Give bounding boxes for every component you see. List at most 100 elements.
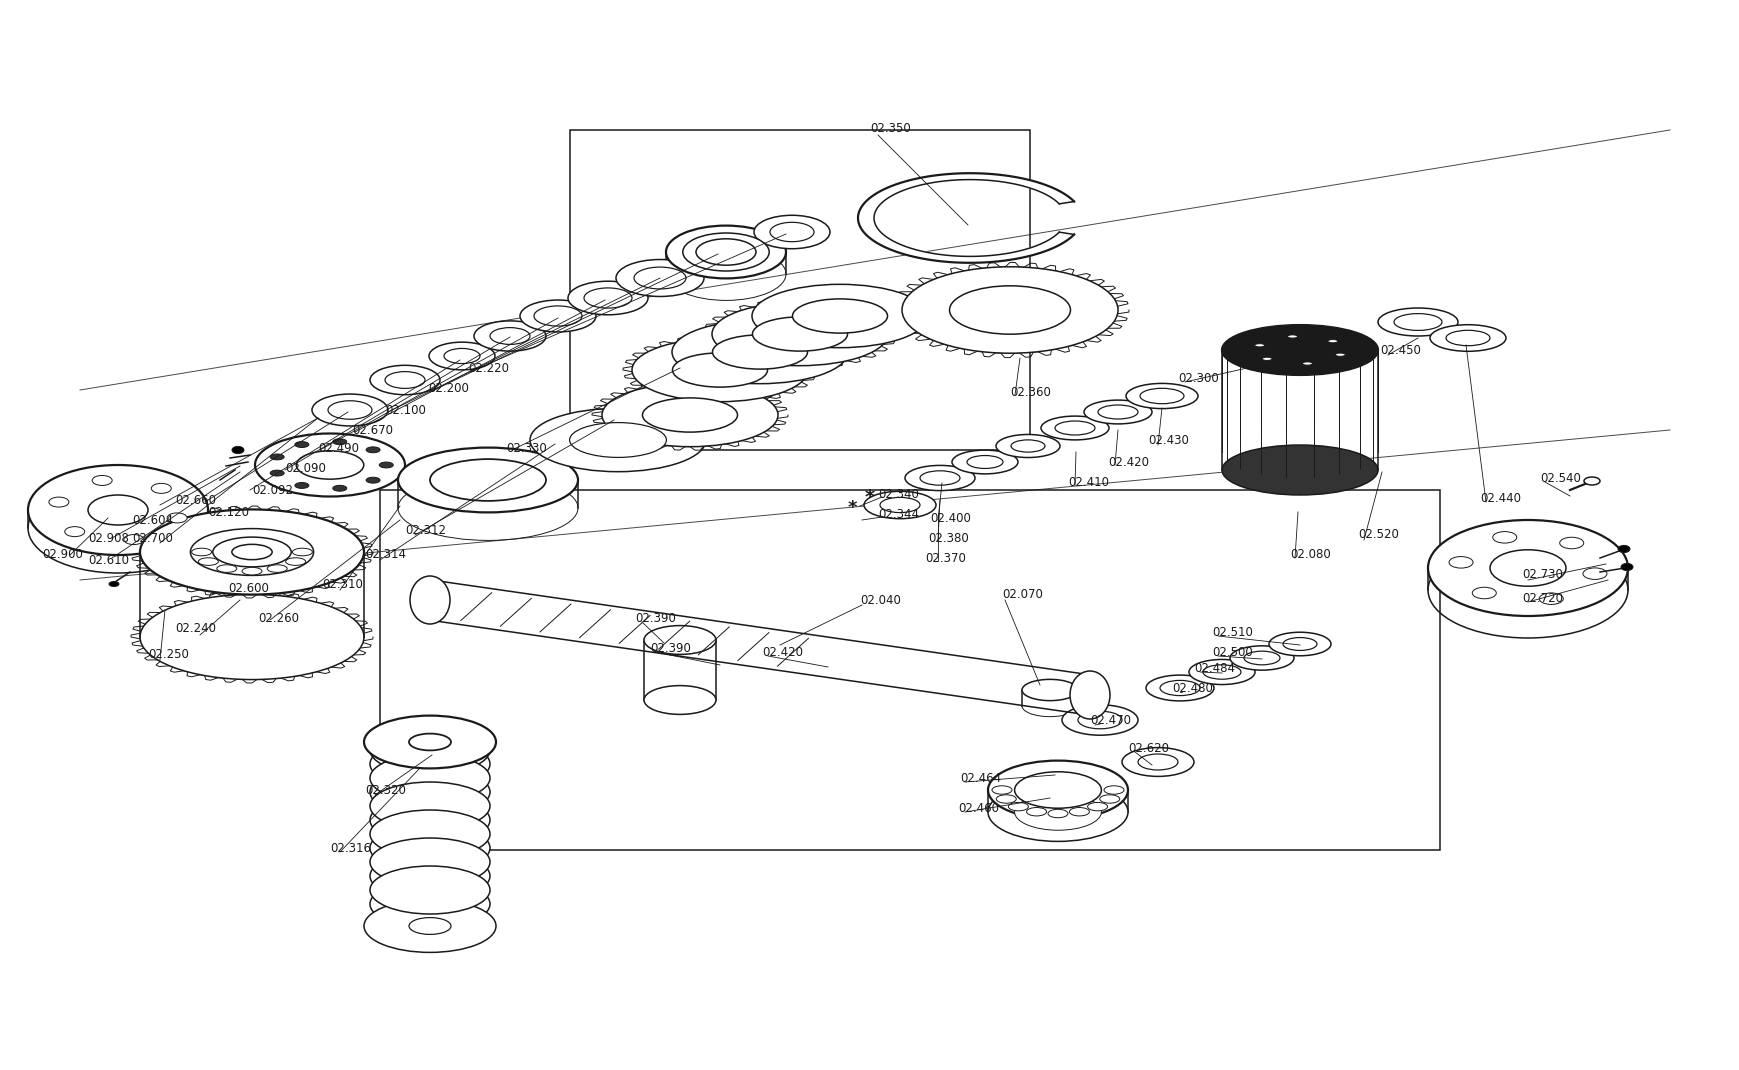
Ellipse shape <box>231 545 271 560</box>
Ellipse shape <box>616 260 704 296</box>
Ellipse shape <box>1582 568 1607 580</box>
Ellipse shape <box>1069 808 1089 816</box>
Ellipse shape <box>901 266 1118 353</box>
Ellipse shape <box>217 565 237 572</box>
Ellipse shape <box>1137 754 1177 770</box>
Text: 02.430: 02.430 <box>1148 433 1188 446</box>
Ellipse shape <box>379 462 393 468</box>
Ellipse shape <box>409 734 450 750</box>
Ellipse shape <box>696 239 755 265</box>
Ellipse shape <box>1188 659 1254 685</box>
Text: 02.420: 02.420 <box>762 645 802 658</box>
Ellipse shape <box>1009 802 1028 811</box>
Ellipse shape <box>370 838 490 886</box>
Ellipse shape <box>791 299 887 333</box>
Ellipse shape <box>28 465 209 555</box>
Text: 02.380: 02.380 <box>927 532 969 545</box>
Ellipse shape <box>880 498 920 513</box>
Text: 02.260: 02.260 <box>257 611 299 625</box>
Ellipse shape <box>1078 712 1122 729</box>
Ellipse shape <box>1334 353 1344 356</box>
Ellipse shape <box>602 383 777 446</box>
Text: 02.540: 02.540 <box>1539 472 1581 485</box>
Ellipse shape <box>370 796 490 844</box>
Polygon shape <box>379 490 1440 850</box>
Ellipse shape <box>996 795 1016 804</box>
Ellipse shape <box>490 327 530 345</box>
Text: 02.312: 02.312 <box>405 523 445 536</box>
Text: 02.310: 02.310 <box>322 579 363 592</box>
Text: 02.240: 02.240 <box>176 622 216 635</box>
Polygon shape <box>426 580 1092 715</box>
Ellipse shape <box>569 423 666 457</box>
Ellipse shape <box>711 303 887 366</box>
Ellipse shape <box>294 442 310 447</box>
Ellipse shape <box>682 233 769 271</box>
Text: 02.340: 02.340 <box>878 489 918 502</box>
Ellipse shape <box>1097 406 1137 419</box>
Ellipse shape <box>949 286 1069 334</box>
Ellipse shape <box>1014 794 1101 830</box>
Ellipse shape <box>370 782 490 830</box>
Text: 02.464: 02.464 <box>960 771 1000 784</box>
Ellipse shape <box>1445 331 1489 346</box>
Ellipse shape <box>1428 520 1628 616</box>
Ellipse shape <box>89 495 148 525</box>
Ellipse shape <box>1125 383 1198 409</box>
Ellipse shape <box>1377 308 1457 336</box>
Text: 02.490: 02.490 <box>318 442 358 455</box>
Ellipse shape <box>191 548 212 555</box>
Ellipse shape <box>1021 679 1078 701</box>
Text: 02.520: 02.520 <box>1356 529 1398 541</box>
Ellipse shape <box>1010 440 1045 453</box>
Ellipse shape <box>864 491 936 519</box>
Ellipse shape <box>988 782 1127 841</box>
Ellipse shape <box>1429 324 1506 351</box>
Ellipse shape <box>139 595 363 679</box>
Ellipse shape <box>643 686 715 715</box>
Text: 02.370: 02.370 <box>925 551 965 565</box>
Text: 02.316: 02.316 <box>330 841 370 855</box>
Ellipse shape <box>294 483 310 488</box>
Ellipse shape <box>409 918 450 934</box>
Ellipse shape <box>242 567 263 575</box>
Ellipse shape <box>231 446 243 454</box>
Text: 02.440: 02.440 <box>1480 491 1520 504</box>
Ellipse shape <box>363 716 496 768</box>
Text: 02.900: 02.900 <box>42 549 83 562</box>
Ellipse shape <box>671 320 847 384</box>
Ellipse shape <box>751 285 927 348</box>
Text: 02.092: 02.092 <box>252 484 292 496</box>
Ellipse shape <box>1069 671 1109 719</box>
Text: 02.420: 02.420 <box>1108 456 1148 469</box>
Text: 02.620: 02.620 <box>1127 742 1169 754</box>
Ellipse shape <box>642 398 737 432</box>
Ellipse shape <box>1040 416 1108 440</box>
Text: 02.070: 02.070 <box>1002 588 1042 601</box>
Ellipse shape <box>633 268 685 289</box>
Ellipse shape <box>370 824 490 872</box>
Ellipse shape <box>1489 550 1565 586</box>
Ellipse shape <box>1268 632 1330 656</box>
Ellipse shape <box>567 281 647 315</box>
Text: 02.400: 02.400 <box>929 511 970 524</box>
Ellipse shape <box>671 353 767 387</box>
Ellipse shape <box>167 513 188 523</box>
Ellipse shape <box>311 394 388 426</box>
Ellipse shape <box>904 465 974 491</box>
Ellipse shape <box>1122 748 1193 777</box>
Text: 02.040: 02.040 <box>859 594 901 607</box>
Ellipse shape <box>268 565 287 572</box>
Ellipse shape <box>1229 646 1294 670</box>
Ellipse shape <box>370 727 490 774</box>
Text: 02.344: 02.344 <box>878 508 918 521</box>
Ellipse shape <box>1449 556 1473 568</box>
Ellipse shape <box>1139 388 1183 403</box>
Ellipse shape <box>256 433 405 496</box>
Ellipse shape <box>1202 664 1240 679</box>
Ellipse shape <box>92 475 111 486</box>
Ellipse shape <box>1303 362 1311 365</box>
Text: 02.908: 02.908 <box>89 532 129 545</box>
Ellipse shape <box>370 740 490 788</box>
Text: 02.410: 02.410 <box>1068 475 1108 489</box>
